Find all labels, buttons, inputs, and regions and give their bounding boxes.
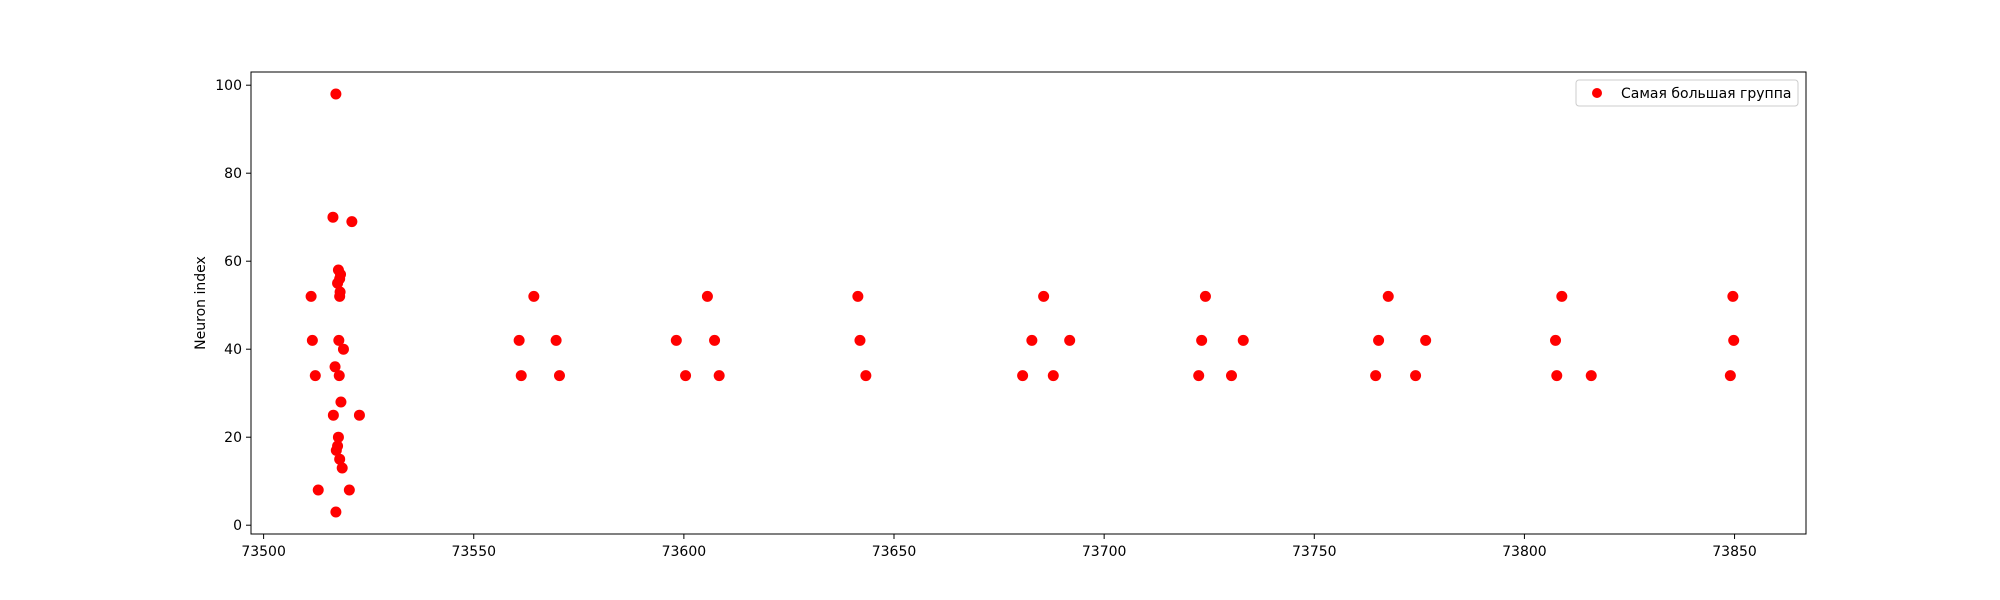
data-point bbox=[353, 409, 365, 421]
data-point bbox=[306, 334, 318, 346]
plot-marks bbox=[305, 88, 1740, 518]
data-point bbox=[330, 444, 342, 456]
data-point bbox=[343, 484, 355, 496]
data-point bbox=[332, 431, 344, 443]
data-point bbox=[670, 334, 682, 346]
data-point bbox=[1225, 370, 1237, 382]
data-point bbox=[327, 211, 339, 223]
x-tick-label: 73650 bbox=[872, 544, 917, 560]
x-tick-label: 73600 bbox=[662, 544, 707, 560]
data-point bbox=[1193, 370, 1205, 382]
data-point bbox=[1370, 370, 1382, 382]
data-point bbox=[330, 506, 342, 518]
data-point bbox=[330, 88, 342, 100]
data-point bbox=[329, 361, 341, 373]
data-point bbox=[713, 370, 725, 382]
y-axis: 0 20 40 60 80 100 bbox=[215, 78, 251, 534]
data-point bbox=[1373, 334, 1385, 346]
x-tick-label: 73750 bbox=[1292, 544, 1337, 560]
data-point bbox=[1550, 334, 1562, 346]
data-point bbox=[860, 370, 872, 382]
data-point bbox=[1728, 334, 1740, 346]
data-point bbox=[346, 216, 358, 228]
data-point bbox=[312, 484, 324, 496]
data-point bbox=[528, 290, 540, 302]
legend-marker bbox=[1592, 88, 1602, 98]
y-tick-label: 100 bbox=[215, 78, 242, 94]
data-point bbox=[1420, 334, 1432, 346]
data-point bbox=[1038, 290, 1050, 302]
y-tick-label: 40 bbox=[224, 342, 242, 358]
y-axis-label: Neuron index bbox=[193, 256, 209, 350]
data-point bbox=[1064, 334, 1076, 346]
x-tick-label: 73550 bbox=[451, 544, 496, 560]
x-tick-label: 73800 bbox=[1502, 544, 1547, 560]
legend-box bbox=[1575, 79, 1799, 107]
data-point bbox=[1026, 334, 1038, 346]
data-point bbox=[852, 290, 864, 302]
data-point bbox=[701, 290, 713, 302]
data-point bbox=[1556, 290, 1568, 302]
data-point bbox=[333, 334, 345, 346]
plot-frame bbox=[250, 71, 1807, 535]
x-tick-label: 73850 bbox=[1712, 544, 1757, 560]
data-point bbox=[1727, 290, 1739, 302]
data-point bbox=[1382, 290, 1394, 302]
x-axis: 73500 73550 73600 73650 73700 73750 73800 73850 bbox=[241, 534, 1757, 560]
data-point bbox=[335, 396, 347, 408]
data-point bbox=[1199, 290, 1211, 302]
data-point bbox=[1017, 370, 1029, 382]
data-point bbox=[854, 334, 866, 346]
data-point bbox=[309, 370, 321, 382]
y-tick-label: 20 bbox=[224, 430, 242, 446]
y-tick-label: 80 bbox=[224, 166, 242, 182]
data-point bbox=[1237, 334, 1249, 346]
data-point bbox=[334, 290, 346, 302]
y-tick-label: 0 bbox=[233, 518, 242, 534]
data-point bbox=[1585, 370, 1597, 382]
data-point bbox=[550, 334, 562, 346]
x-tick-label: 73500 bbox=[241, 544, 286, 560]
data-point bbox=[327, 409, 339, 421]
data-point bbox=[1551, 370, 1563, 382]
x-tick-label: 73700 bbox=[1082, 544, 1127, 560]
legend: Самая большая группа bbox=[1575, 79, 1799, 107]
y-tick-label: 60 bbox=[224, 254, 242, 270]
data-point bbox=[333, 370, 345, 382]
data-point bbox=[305, 290, 317, 302]
data-point bbox=[515, 370, 527, 382]
data-point bbox=[332, 277, 344, 289]
legend-label: Самая большая группа bbox=[1621, 86, 1791, 102]
data-point bbox=[1410, 370, 1422, 382]
data-point bbox=[1047, 370, 1059, 382]
data-point bbox=[1724, 370, 1736, 382]
data-point bbox=[553, 370, 565, 382]
data-point bbox=[513, 334, 525, 346]
data-point bbox=[334, 453, 346, 465]
data-point bbox=[337, 343, 349, 355]
data-point bbox=[709, 334, 721, 346]
data-point bbox=[1196, 334, 1208, 346]
data-point bbox=[680, 370, 692, 382]
data-point bbox=[336, 462, 348, 474]
